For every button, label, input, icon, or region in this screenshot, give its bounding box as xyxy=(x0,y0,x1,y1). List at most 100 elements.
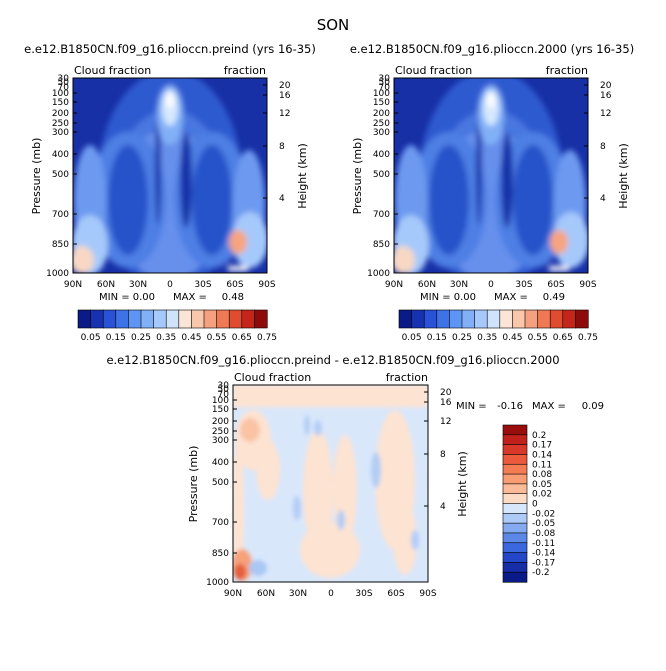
colorbar: 0.05 0.15 0.25 0.35 0.45 0.55 0.65 0.75 xyxy=(77,309,277,343)
colorbar-label: 0.65 xyxy=(553,333,573,343)
colorbar-swatch xyxy=(499,309,513,329)
panel-title: e.e12.B1850CN.f09_g16.plioccn.2000 (yrs … xyxy=(350,42,634,56)
y-axis-label: Pressure (mb) xyxy=(30,138,43,215)
svg-text:200: 200 xyxy=(373,109,390,119)
colorbar-swatch xyxy=(411,309,425,329)
colorbar-label: 0.11 xyxy=(532,460,552,470)
colorbar-swatch xyxy=(474,309,488,329)
svg-text:0: 0 xyxy=(488,280,494,290)
svg-text:90N: 90N xyxy=(385,280,403,290)
colorbar-swatch xyxy=(502,542,528,554)
colorbar-label: 0 xyxy=(532,500,538,510)
colorbar-label: -0.17 xyxy=(532,558,555,568)
svg-text:100: 100 xyxy=(212,396,229,406)
svg-text:100: 100 xyxy=(52,89,69,99)
lat-tick-labels: 90N 60N 30N 0 30S 60S 90S xyxy=(224,589,437,599)
height-tick-labels: 4 8 12 16 20 xyxy=(424,388,452,512)
svg-text:700: 700 xyxy=(52,210,69,220)
svg-text:8: 8 xyxy=(279,142,285,152)
svg-text:MAX =: MAX = xyxy=(173,292,207,303)
colorbar-swatch xyxy=(502,424,528,436)
heatmap-field xyxy=(394,78,588,273)
colorbar-label: 0.55 xyxy=(528,333,548,343)
stats-line: MIN = 0.00 MAX = 0.48 xyxy=(99,292,244,303)
svg-text:30: 30 xyxy=(379,74,391,84)
svg-text:50: 50 xyxy=(379,78,391,88)
colorbar-swatch xyxy=(524,309,539,329)
heatmap-field xyxy=(233,385,428,582)
stats-line: MIN = 0.00 MAX = 0.49 xyxy=(420,292,565,303)
colorbar-swatch xyxy=(102,309,117,329)
colorbar-label: 0.14 xyxy=(532,450,552,460)
colorbar-swatch xyxy=(502,571,528,583)
svg-text:4: 4 xyxy=(600,194,606,204)
colorbar-label: -0.2 xyxy=(532,568,550,578)
panel-title: e.e12.B1850CN.f09_g16.plioccn.preind (yr… xyxy=(24,42,316,56)
colorbar-label: 0.35 xyxy=(477,333,497,343)
heatmap-field xyxy=(73,78,267,273)
svg-text:150: 150 xyxy=(52,98,69,108)
svg-text:300: 300 xyxy=(212,436,229,446)
svg-text:90S: 90S xyxy=(258,280,275,290)
plot-frame xyxy=(72,77,268,274)
colorbar-swatch xyxy=(486,309,501,329)
colorbar-swatch xyxy=(537,309,551,329)
colorbar-swatch xyxy=(562,309,576,329)
colorbar-label: 0.45 xyxy=(181,333,201,343)
colorbar-label: 0.75 xyxy=(257,333,277,343)
pressure-tick-labels: 1000 850 700 500 400 300 250 200 150 100… xyxy=(46,74,77,279)
svg-text:300: 300 xyxy=(52,128,69,138)
svg-text:70: 70 xyxy=(218,390,230,400)
svg-text:MIN =: MIN = xyxy=(456,401,487,412)
svg-text:4: 4 xyxy=(440,502,446,512)
colorbar-swatch xyxy=(191,309,205,329)
y2-axis-label: Height (km) xyxy=(456,451,469,517)
svg-text:60S: 60S xyxy=(387,589,404,599)
svg-text:MIN =: MIN = xyxy=(420,292,451,303)
panel-2000: e.e12.B1850CN.f09_g16.plioccn.2000 (yrs … xyxy=(350,42,634,343)
colorbar-label: -0.05 xyxy=(532,519,555,529)
svg-text:250: 250 xyxy=(212,427,229,437)
svg-text:20: 20 xyxy=(279,81,291,91)
lat-tick-labels: 90N 60N 30N 0 30S 60S 90S xyxy=(64,280,276,290)
svg-text:60N: 60N xyxy=(418,280,436,290)
svg-text:30N: 30N xyxy=(450,280,468,290)
svg-text:50: 50 xyxy=(218,385,230,395)
svg-text:250: 250 xyxy=(52,119,69,129)
svg-text:400: 400 xyxy=(52,150,69,160)
colorbar-swatch xyxy=(502,552,528,563)
svg-text:0.48: 0.48 xyxy=(222,292,244,303)
svg-text:60S: 60S xyxy=(547,280,564,290)
svg-text:150: 150 xyxy=(373,98,390,108)
svg-text:16: 16 xyxy=(440,398,452,408)
panel-preind: e.e12.B1850CN.f09_g16.plioccn.preind (yr… xyxy=(24,42,316,343)
colorbar-swatch xyxy=(502,562,528,573)
svg-text:70: 70 xyxy=(58,83,70,93)
svg-text:12: 12 xyxy=(600,109,611,119)
svg-text:12: 12 xyxy=(440,417,451,427)
svg-text:90N: 90N xyxy=(64,280,82,290)
colorbar-swatch xyxy=(502,532,528,544)
colorbar-swatch xyxy=(140,309,155,329)
colorbar-label: 0.15 xyxy=(106,333,126,343)
svg-text:20: 20 xyxy=(440,388,452,398)
svg-text:16: 16 xyxy=(600,91,612,101)
colorbar-swatch xyxy=(165,309,180,329)
y2-axis-label: Height (km) xyxy=(296,143,309,209)
svg-text:100: 100 xyxy=(373,89,390,99)
units-label: fraction xyxy=(224,64,266,77)
colorbar-swatch xyxy=(241,309,256,329)
colorbar-label: 0.35 xyxy=(156,333,176,343)
colorbar-swatch xyxy=(228,309,243,329)
colorbar-label: -0.14 xyxy=(532,549,556,559)
y-axis-label: Pressure (mb) xyxy=(351,138,364,215)
units-label: fraction xyxy=(546,64,588,77)
colorbar-swatch xyxy=(502,503,528,514)
svg-text:30S: 30S xyxy=(194,280,211,290)
variable-label: Cloud fraction xyxy=(74,64,151,77)
svg-text:150: 150 xyxy=(212,405,229,415)
svg-text:0: 0 xyxy=(167,280,173,290)
svg-text:250: 250 xyxy=(373,119,390,129)
svg-text:200: 200 xyxy=(212,417,229,427)
